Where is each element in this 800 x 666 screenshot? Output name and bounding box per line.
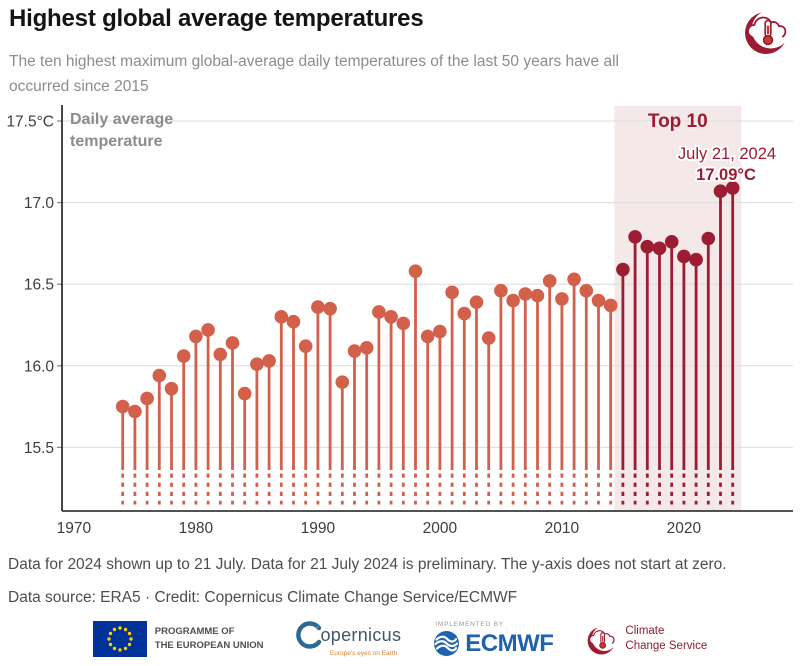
ecmwf-logo: IMPLEMENTED BY ECMWF [433,620,554,658]
lollipop-2007 [518,287,533,505]
lollipop-1977 [152,368,167,505]
lollipop-2020 [677,249,691,505]
annotation-date: July 21, 2024 [678,145,776,163]
lollipop-1990 [311,300,325,505]
lollipop-2008 [530,288,545,505]
y-tick-label: 17.0 [24,195,55,212]
lollipop-2012 [579,283,594,505]
lollipop-1978 [164,381,179,505]
eu-programme-logo: PROGRAMME OF THE EUROPEAN UNION [92,621,264,657]
lollipop-1995 [372,305,386,505]
y-tick-label: 17.5°C [6,114,54,131]
eu-programme-text: PROGRAMME OF THE EUROPEAN UNION [155,625,264,654]
y-tick-label: 16.5 [24,277,54,294]
lollipop-1985 [250,357,264,505]
climate-change-service-icon [585,621,619,658]
lollipop-2023 [713,184,728,505]
y-tick-label: 16.0 [24,358,55,375]
lollipop-1996 [384,310,398,505]
lollipop-2003 [469,295,484,505]
lollipop-1974 [115,399,130,505]
eu-programme-line1: PROGRAMME OF [154,625,235,637]
data-source-credit: Data source: ERA5 · Credit: Copernicus C… [8,589,518,606]
lollipop-1991 [323,301,337,505]
y-tick-label: 15.5 [24,440,54,457]
lollipop-2019 [664,234,679,505]
ecmwf-logo-main: ECMWF [433,629,554,658]
lollipop-2004 [481,331,496,505]
lollipop-1997 [396,316,411,505]
copernicus-wordmark: opernicus [320,624,402,645]
eu-flag-icon [92,621,147,657]
lollipop-2017 [640,239,655,505]
lollipop-1981 [201,323,215,505]
copernicus-logo-main: opernicus [295,621,402,649]
x-tick-label: 1970 [57,520,92,537]
lollipop-1989 [298,339,313,505]
lollipop-1993 [347,344,362,505]
climate-change-service-logo: Climate Change Service [585,621,707,658]
lollipop-2005 [494,283,508,505]
lollipop-1983 [225,336,240,505]
copernicus-tagline: Europe's eyes on Earth [329,650,398,657]
lollipop-2006 [506,293,520,505]
lollipop-2016 [628,230,642,505]
lollipop-1999 [420,329,435,505]
lollipop-2000 [433,324,447,505]
lollipop-1980 [189,329,203,505]
ecmwf-globe-icon [434,631,460,656]
x-tick-label: 1980 [179,520,214,537]
lollipop-2022 [701,231,716,505]
x-tick-label: 2020 [667,520,702,537]
lollipop-2002 [457,306,472,505]
lollipop-2013 [591,293,606,505]
lollipop-2015 [616,262,630,505]
x-tick-label: 2000 [423,520,458,537]
lollipop-1986 [262,354,276,505]
x-tick-label: 1990 [301,520,336,537]
lollipop-1979 [176,349,191,505]
lollipop-1998 [408,264,423,505]
lollipop-2018 [652,241,667,505]
lollipop-2010 [555,292,569,505]
lollipop-1992 [335,375,350,505]
lollipop-2024 [725,181,740,505]
lollipop-1982 [213,347,228,505]
lollipop-1994 [359,341,374,505]
logo-row: PROGRAMME OF THE EUROPEAN UNION opernicu… [0,615,800,663]
lollipop-1987 [274,310,289,505]
lollipop-1976 [140,391,154,505]
copernicus-c-icon [295,621,321,649]
lollipop-2021 [689,252,703,505]
lollipop-2009 [542,274,557,505]
ccs-text-line1: Climate [625,625,665,638]
climate-change-service-text: Climate Change Service [625,624,707,654]
top10-label: Top 10 [648,111,708,132]
eu-programme-line2: THE EUROPEAN UNION [154,640,264,651]
lollipop-2014 [603,298,618,505]
ecmwf-implemented-by: IMPLEMENTED BY [435,620,504,628]
y-axis-title-line: temperature [70,133,163,150]
x-tick-label: 2010 [545,520,580,537]
lollipop-2011 [567,272,581,505]
chart-footnote: Data for 2024 shown up to 21 July. Data … [8,556,727,573]
lollipop-1975 [128,404,142,505]
y-axis-title-line: Daily average [70,111,173,128]
annotation-value: 17.09°C [696,166,756,184]
lollipop-2001 [445,285,459,505]
ccs-text-line2: Change Service [625,640,708,652]
temperature-lollipop-chart: 17.5°C 17.0 16.5 16.0 15.5 1970 1980 1990 2000 20… [6,105,793,537]
copernicus-logo: opernicus Europe's eyes on Earth [295,621,402,657]
climate-service-logo-icon [741,3,793,59]
page-title: Highest global average temperatures [9,5,424,32]
lollipop-1988 [286,314,301,505]
ecmwf-wordmark: ECMWF [465,629,554,657]
page-subtitle: The ten highest maximum global-average d… [9,53,619,95]
lollipop-1984 [237,386,252,505]
